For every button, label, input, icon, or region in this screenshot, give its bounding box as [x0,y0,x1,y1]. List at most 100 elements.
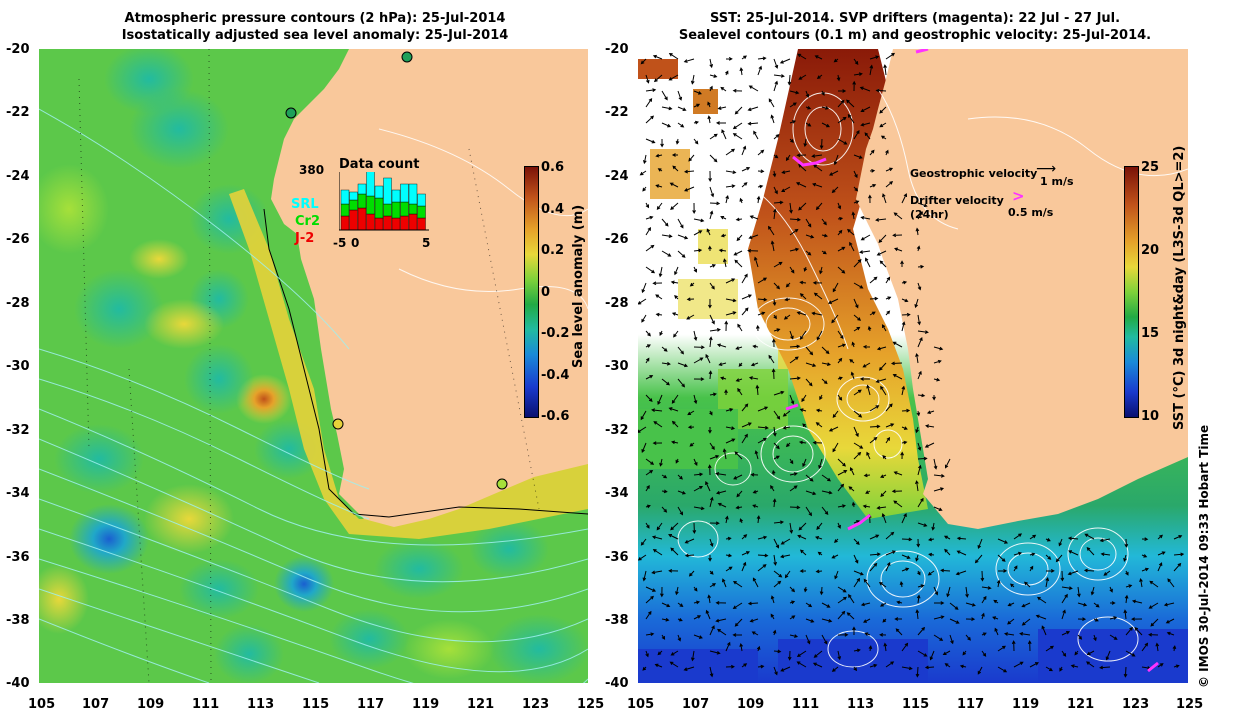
velocity-arrow [1148,602,1159,609]
velocity-arrow [1011,640,1016,652]
velocity-arrow [693,458,698,466]
velocity-arrow [668,74,679,81]
velocity-arrow [670,650,679,656]
sea-level-contours [677,88,1188,668]
tide-gauge-marker[interactable] [332,418,344,430]
velocity-arrow [915,352,919,364]
velocity-arrow [741,551,751,556]
velocity-arrow [901,440,908,445]
velocity-arrow [817,551,823,556]
lon-tick: 107 [682,697,710,712]
velocity-arrow [1003,632,1015,636]
velocity-arrow [863,578,871,588]
lon-tick: 109 [137,697,165,712]
velocity-arrow [661,234,673,238]
velocity-arrow [1109,586,1113,593]
velocity-arrow [880,602,887,607]
velocity-arrow [757,56,767,61]
velocity-arrow [1084,533,1095,540]
inset-xtick: 5 [422,236,431,250]
velocity-arrow [741,663,748,668]
tide-gauge-marker[interactable] [401,51,413,63]
velocity-arrow [750,472,759,477]
velocity-arrow [925,424,935,428]
anomaly-features [39,49,588,683]
velocity-arrow [853,298,859,309]
velocity-arrow [833,154,839,166]
velocity-arrow [673,330,679,338]
velocity-arrow [677,634,682,642]
velocity-arrow [1013,565,1018,572]
velocity-arrow [832,442,839,453]
velocity-arrow [837,483,845,492]
australia-land [856,49,1188,529]
velocity-arrow [789,90,800,95]
velocity-arrow [672,165,679,172]
velocity-arrow [977,666,983,675]
velocity-arrow [821,106,830,110]
velocity-arrow [693,634,703,639]
left-map-panel[interactable]: 380 Data count SRL Cr2 J-2 -5 0 5 [39,49,588,683]
velocity-arrow [1125,626,1133,636]
colorbar-tick: 0.4 [541,202,565,217]
velocity-arrow [917,650,928,657]
velocity-arrow [821,602,831,608]
velocity-arrow [812,440,823,445]
velocity-arrow [799,408,807,412]
velocity-arrow [805,90,810,98]
velocity-arrow [834,538,839,543]
velocity-arrow [940,568,951,573]
velocity-arrow [853,426,859,438]
lat-tick: -26 [6,232,30,247]
velocity-arrow [677,474,683,480]
velocity-arrow [689,442,695,447]
velocity-arrow [1013,533,1023,540]
velocity-arrow [828,426,839,432]
velocity-arrow [1141,642,1149,652]
velocity-arrow [645,484,650,492]
drifter-arrow-icon: > [1012,187,1025,205]
velocity-arrow [747,106,759,112]
velocity-arrow [1141,554,1148,558]
velocity-arrow [671,420,679,428]
velocity-arrow [692,202,696,215]
velocity-arrow [645,522,650,529]
velocity-arrow [931,522,936,531]
lat-tick: -36 [605,550,629,565]
tide-gauge-marker[interactable] [496,478,508,490]
tide-gauge-marker[interactable] [285,107,297,119]
velocity-arrow [770,595,775,604]
velocity-arrow [751,631,759,636]
velocity-arrow [741,307,749,316]
velocity-arrow [789,505,801,510]
velocity-arrow [734,106,743,115]
velocity-arrow [780,666,791,672]
velocity-arrow [785,282,791,288]
lon-tick: 115 [302,697,330,712]
velocity-arrow [859,377,871,381]
velocity-arrow [981,586,992,590]
velocity-arrow [756,195,761,204]
velocity-arrow [754,450,759,460]
velocity-arrow [917,264,925,269]
velocity-arrow [900,451,905,460]
velocity-arrow [797,53,807,60]
velocity-arrow [789,102,797,108]
velocity-arrow [687,425,695,430]
velocity-arrow [860,106,871,113]
right-map-panel[interactable]: Geostrophic velocity ⟶ 1 m/s Drifter vel… [638,49,1188,683]
velocity-arrow [892,233,903,238]
velocity-arrow [848,593,855,604]
inset-bar-segment [340,215,350,231]
inset-bar-segment [366,195,375,215]
velocity-arrow [869,663,878,668]
velocity-arrow [837,116,847,124]
velocity-arrow [885,403,893,412]
velocity-arrow [1021,602,1031,608]
velocity-arrow [829,170,839,176]
velocity-arrow [741,145,747,156]
velocity-arrow [708,370,713,380]
velocity-arrow [1021,618,1031,626]
velocity-arrow [773,442,780,450]
velocity-arrow [773,554,778,566]
